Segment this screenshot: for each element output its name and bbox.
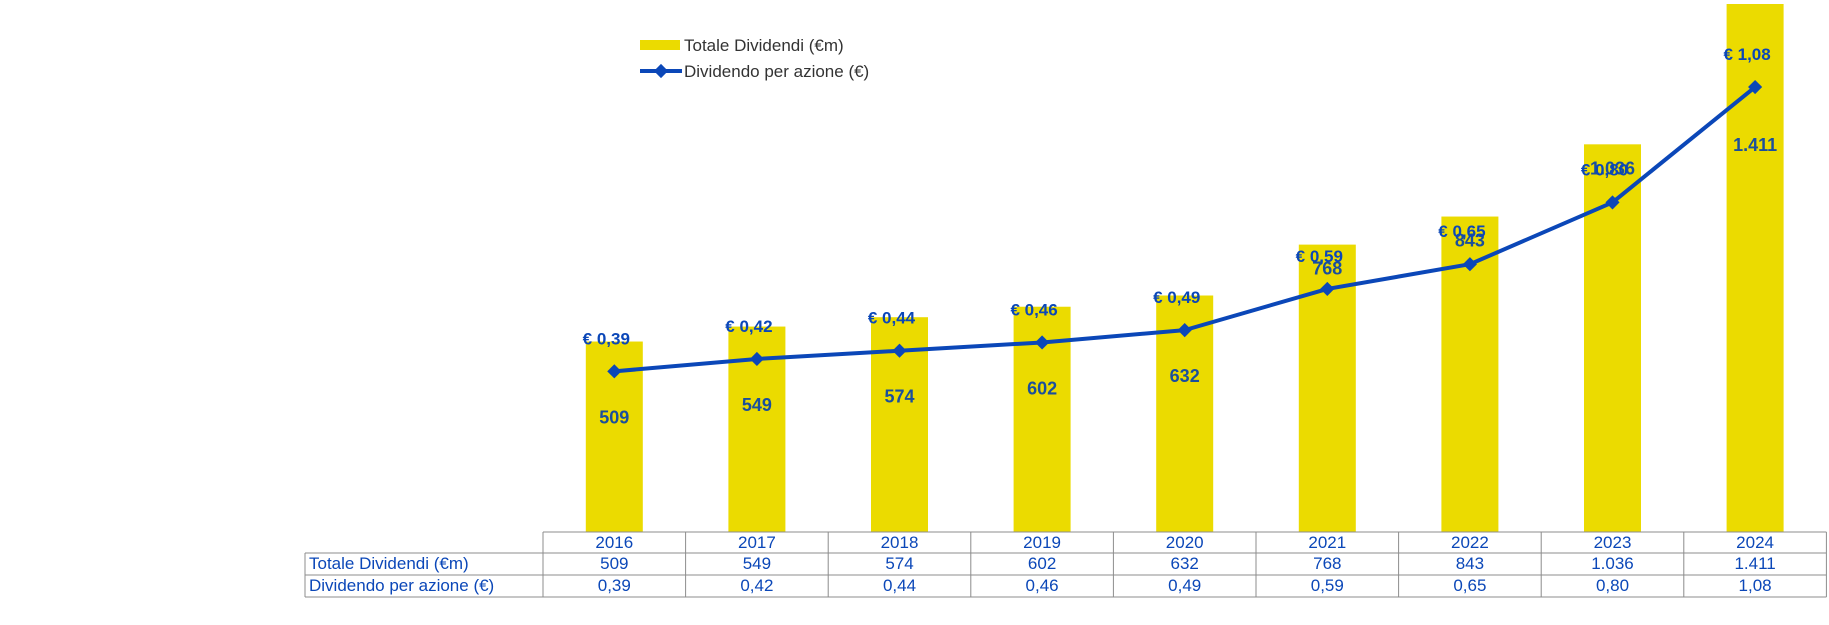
table-row-header: Dividendo per azione (€) [309,576,494,595]
dps-value-label-2024: € 1,08 [1723,45,1770,64]
bar-labels-layer: 509 549 574 602 632 768 843 1.036 1.411 [599,135,1777,427]
table-cell-1-2024: 1,08 [1739,576,1772,595]
bar-value-label-2019: 602 [1027,378,1057,398]
dps-marker-2019 [1035,335,1050,350]
legend-label-line: Dividendo per azione (€) [684,62,869,81]
bar-value-label-2021: 768 [1312,259,1342,279]
dps-marker-2022 [1462,257,1477,272]
table-cell-1-2017: 0,42 [740,576,773,595]
table-cell-1-2022: 0,65 [1453,576,1486,595]
bar-value-label-2024: 1.411 [1733,135,1777,155]
table-year-2021: 2021 [1308,533,1346,552]
bar-value-label-2023: 1.036 [1590,158,1635,178]
line-layer [607,79,1763,379]
bar-value-label-2017: 549 [742,395,772,415]
dps-marker-2020 [1177,323,1192,338]
table-year-2020: 2020 [1166,533,1204,552]
dps-marker-2017 [749,351,764,367]
dps-value-label-2016: € 0,39 [583,329,630,348]
table-cell-0-2021: 768 [1313,554,1341,573]
table-year-2022: 2022 [1451,533,1489,552]
legend-label-bar: Totale Dividendi (€m) [684,36,844,55]
dps-value-label-2022: € 0,65 [1438,222,1485,241]
table-year-2023: 2023 [1594,533,1632,552]
table-year-2018: 2018 [881,533,919,552]
dps-marker-2024 [1748,79,1763,95]
dps-marker-2021 [1320,281,1335,296]
dps-value-label-2021: € 0,59 [1296,247,1343,266]
table-cell-1-2016: 0,39 [598,576,631,595]
dps-marker-2023 [1605,195,1620,210]
table-cell-1-2018: 0,44 [883,576,916,595]
dps-marker-2018 [892,343,907,358]
table-year-2017: 2017 [738,533,776,552]
table-cell-0-2024: 1.411 [1734,554,1775,573]
bar-value-label-2020: 632 [1170,366,1200,386]
table-year-2016: 2016 [595,533,633,552]
legend-swatch-bar [640,40,680,50]
table-cell-0-2022: 843 [1456,554,1484,573]
bar-value-label-2022: 843 [1455,231,1485,251]
dps-labels-layer: € 0,39 € 0,42 € 0,44 € 0,46 € 0,49 € 0,59 € 0,… [583,45,1771,348]
dps-value-label-2017: € 0,42 [725,317,772,336]
table-cell-0-2020: 632 [1171,554,1199,573]
table-cell-0-2017: 549 [743,554,771,573]
legend-swatch-marker [653,63,669,79]
table-cell-1-2020: 0,49 [1168,576,1201,595]
dps-marker-2016 [607,364,622,379]
table-year-2019: 2019 [1023,533,1061,552]
dps-value-label-2020: € 0,49 [1153,288,1200,307]
table-cell-1-2021: 0,59 [1311,576,1344,595]
table-cell-1-2019: 0,46 [1026,576,1059,595]
bar-value-label-2016: 509 [599,407,629,427]
bars-layer [585,4,1784,533]
table-cell-0-2016: 509 [600,554,628,573]
table-cell-1-2023: 0,80 [1596,576,1629,595]
data-table: 2016 2017 2018 2019 2020 2021 2022 2023 2024 Tota… [304,531,1827,598]
dps-value-label-2019: € 0,46 [1010,300,1057,319]
table-year-2024: 2024 [1736,533,1774,552]
table-row-header: Totale Dividendi (€m) [309,554,469,573]
table-cell-0-2018: 574 [885,554,913,573]
legend: Totale Dividendi (€m) Dividendo per azio… [640,36,869,81]
bar-value-label-2018: 574 [884,387,914,407]
table-cell-0-2019: 602 [1028,554,1056,573]
dps-value-label-2018: € 0,44 [868,309,916,328]
dps-value-label-2023: € 0,80 [1581,160,1628,179]
table-cell-0-2023: 1.036 [1591,554,1634,573]
